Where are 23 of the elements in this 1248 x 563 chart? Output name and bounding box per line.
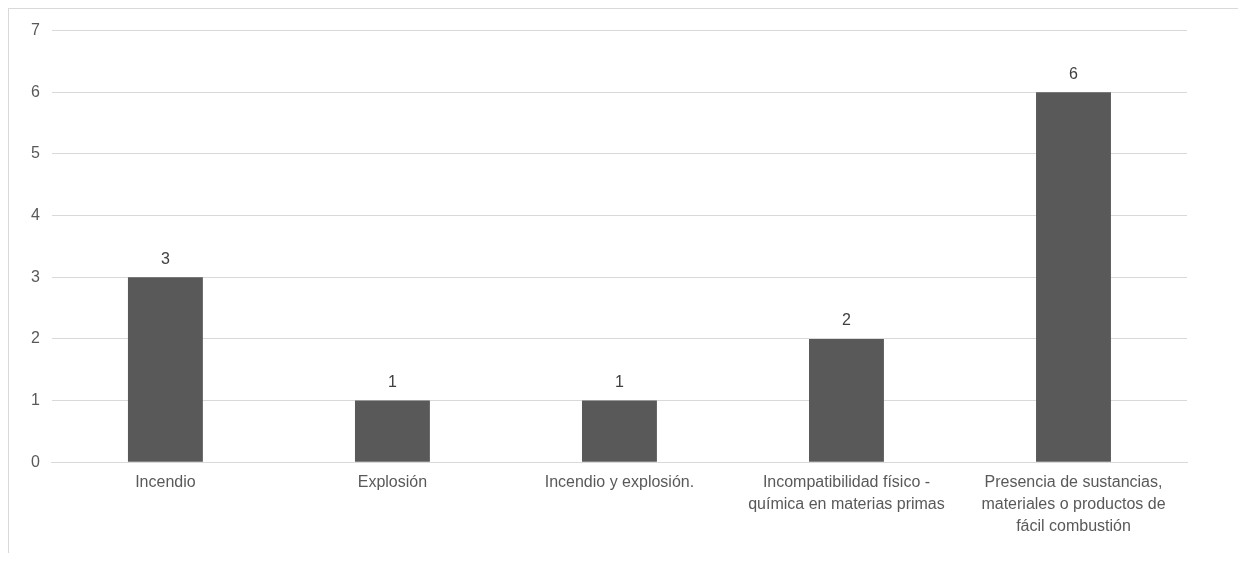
- x-tick-label: Explosión: [357, 473, 428, 491]
- data-label: 3: [160, 249, 170, 267]
- y-tick-label: 2: [30, 329, 40, 347]
- y-tick-label: 0: [30, 452, 40, 470]
- y-tick-label: 6: [30, 82, 40, 100]
- bar: [581, 400, 657, 462]
- y-tick-label: 3: [30, 267, 40, 285]
- data-label: 6: [1069, 64, 1079, 82]
- x-tick-label: Incompatibilidad físico - química en materias primas: [748, 473, 945, 513]
- y-tick-label: 4: [30, 205, 40, 223]
- data-label: 1: [615, 372, 624, 390]
- y-tick-label: 7: [30, 21, 40, 39]
- y-tick-label: 1: [30, 390, 40, 408]
- bar: [1036, 92, 1111, 462]
- x-tick-label: Presencia de sustancias, materiales o productos de fácil combustión: [981, 473, 1166, 534]
- data-label: 1: [387, 372, 397, 390]
- bar: [354, 400, 430, 462]
- y-tick-label: 5: [30, 144, 40, 162]
- x-tick-label: Incendio: [135, 473, 196, 491]
- x-tick-label: Incendio y explosión.: [544, 473, 695, 491]
- data-label: 2: [842, 311, 852, 329]
- bar: [809, 338, 884, 462]
- bar: [127, 277, 203, 462]
